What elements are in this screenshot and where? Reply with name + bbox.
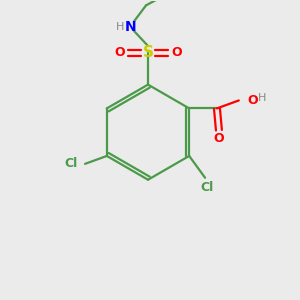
Text: Cl: Cl — [200, 181, 214, 194]
Text: O: O — [114, 46, 124, 59]
Text: H: H — [116, 22, 124, 32]
Text: Cl: Cl — [64, 158, 78, 170]
Text: O: O — [171, 46, 182, 59]
Text: N: N — [124, 20, 136, 34]
Text: O: O — [247, 94, 258, 107]
Text: S: S — [142, 45, 154, 60]
Text: O: O — [214, 132, 224, 145]
Text: H: H — [258, 94, 267, 103]
